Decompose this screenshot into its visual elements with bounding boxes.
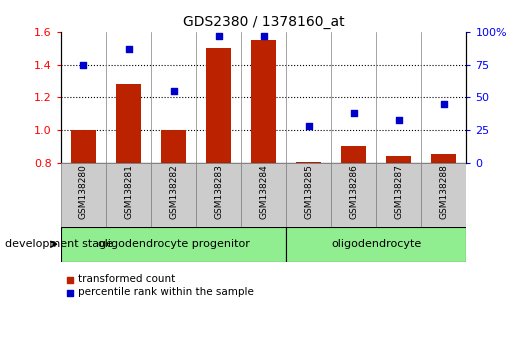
Point [259, 33, 268, 39]
Bar [296, 162, 321, 163]
FancyBboxPatch shape [61, 227, 286, 262]
Text: development stage: development stage [5, 239, 113, 249]
FancyBboxPatch shape [286, 227, 466, 262]
Text: oligodendrocyte: oligodendrocyte [331, 239, 421, 249]
FancyBboxPatch shape [196, 163, 241, 227]
Point [124, 46, 132, 52]
FancyBboxPatch shape [241, 163, 286, 227]
Bar [251, 40, 276, 163]
Bar [71, 130, 96, 163]
FancyBboxPatch shape [61, 163, 106, 227]
Text: oligodendrocyte progenitor: oligodendrocyte progenitor [98, 239, 250, 249]
FancyBboxPatch shape [376, 163, 421, 227]
Point [394, 117, 403, 122]
Text: GSM138288: GSM138288 [439, 164, 448, 219]
Point [350, 110, 358, 116]
Bar [116, 84, 141, 163]
FancyBboxPatch shape [286, 163, 331, 227]
Text: GSM138283: GSM138283 [214, 164, 223, 219]
Bar [341, 147, 366, 163]
FancyBboxPatch shape [331, 163, 376, 227]
Legend: transformed count, percentile rank within the sample: transformed count, percentile rank withi… [66, 274, 253, 297]
Text: GSM138280: GSM138280 [79, 164, 88, 219]
Text: GSM138284: GSM138284 [259, 164, 268, 219]
Text: GSM138281: GSM138281 [124, 164, 133, 219]
Text: GSM138282: GSM138282 [169, 164, 178, 219]
Point [440, 101, 448, 107]
Point [214, 33, 223, 39]
Point [169, 88, 178, 93]
FancyBboxPatch shape [421, 163, 466, 227]
Text: GSM138286: GSM138286 [349, 164, 358, 219]
Title: GDS2380 / 1378160_at: GDS2380 / 1378160_at [183, 16, 344, 29]
Bar [386, 156, 411, 163]
Text: GSM138285: GSM138285 [304, 164, 313, 219]
Point [80, 62, 88, 68]
Bar [206, 48, 231, 163]
Bar [431, 154, 456, 163]
Bar [161, 130, 186, 163]
Point [304, 123, 313, 129]
FancyBboxPatch shape [151, 163, 196, 227]
FancyBboxPatch shape [106, 163, 151, 227]
Text: GSM138287: GSM138287 [394, 164, 403, 219]
